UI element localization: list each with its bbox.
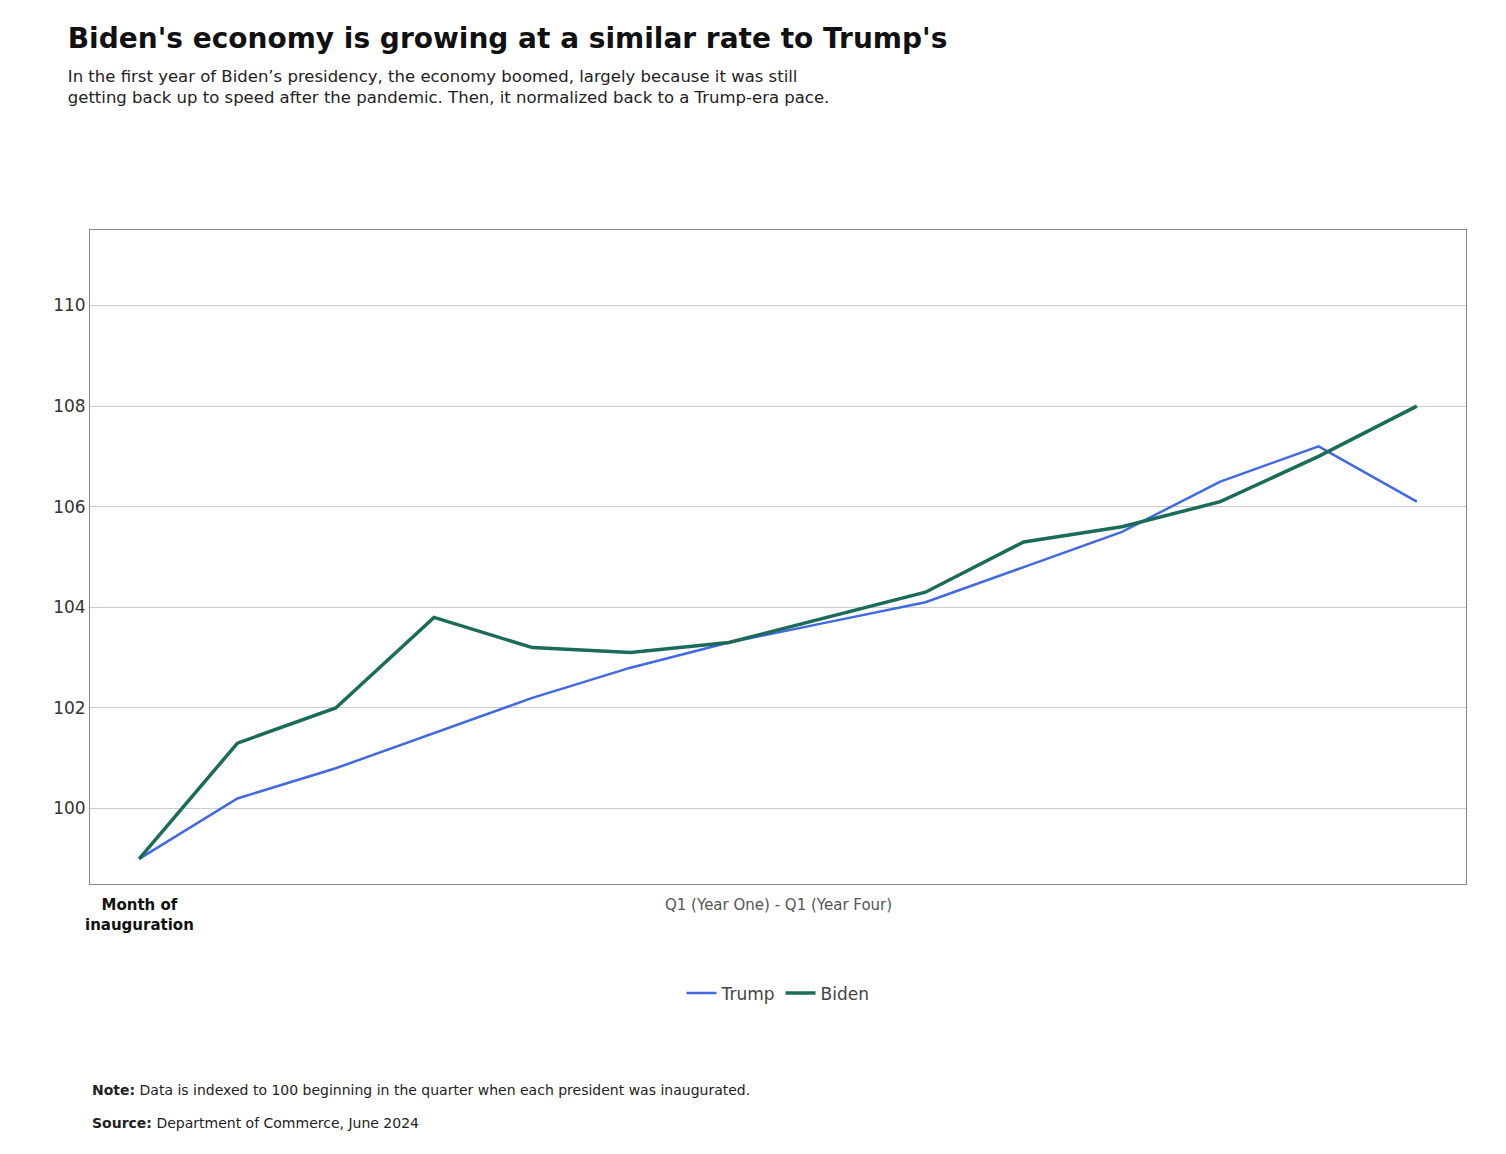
svg-text:100: 100 <box>53 798 85 818</box>
svg-text:Q1 (Year One) - Q1 (Year Four): Q1 (Year One) - Q1 (Year Four) <box>665 896 892 914</box>
svg-text:102: 102 <box>53 698 85 718</box>
svg-text:Note: Data is indexed to 100 b: Note: Data is indexed to 100 beginning i… <box>92 1082 750 1098</box>
svg-text:108: 108 <box>53 396 85 416</box>
svg-text:106: 106 <box>53 497 85 517</box>
svg-text:110: 110 <box>53 295 85 315</box>
svg-text:Source: Department of Commerce: Source: Department of Commerce, June 202… <box>92 1115 419 1131</box>
svg-text:Trump: Trump <box>721 984 775 1004</box>
svg-text:Month ofinauguration: Month ofinauguration <box>85 896 194 934</box>
svg-text:Biden's economy is growing at: Biden's economy is growing at a similar … <box>68 22 948 55</box>
svg-text:104: 104 <box>53 597 85 617</box>
svg-text:Biden: Biden <box>821 984 869 1004</box>
svg-text:In the first year of Biden’s p: In the first year of Biden’s presidency,… <box>68 67 830 107</box>
